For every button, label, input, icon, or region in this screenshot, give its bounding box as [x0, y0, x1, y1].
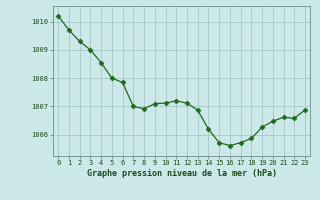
X-axis label: Graphe pression niveau de la mer (hPa): Graphe pression niveau de la mer (hPa) — [87, 169, 276, 178]
